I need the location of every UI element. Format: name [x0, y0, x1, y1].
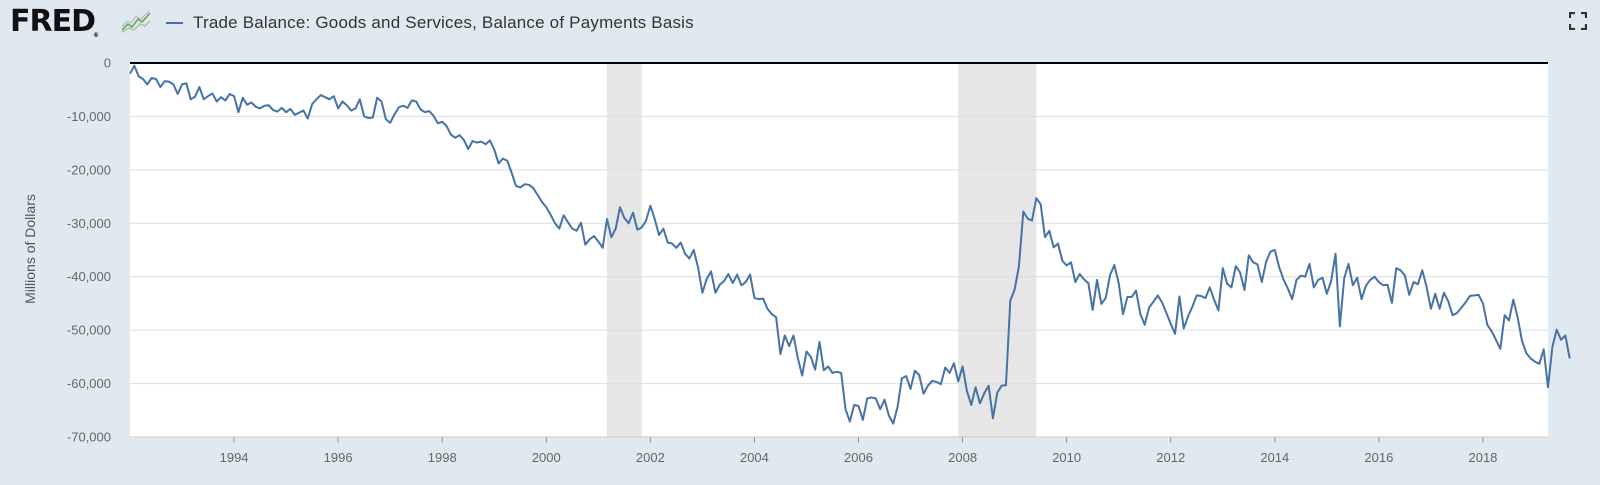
- series-line-1: [129, 64, 1571, 425]
- recession-shading-2: [958, 63, 1037, 437]
- x-tick-label: 2016: [1364, 450, 1393, 465]
- legend-line-swatch: [166, 22, 183, 24]
- chart-legend[interactable]: Trade Balance: Goods and Services, Balan…: [166, 12, 694, 34]
- x-tick-label: 2012: [1156, 450, 1185, 465]
- fred-logo[interactable]: FRED®: [10, 4, 99, 39]
- x-tick-label: 2004: [740, 450, 769, 465]
- chart-header: FRED® Trade Balance: Goods and Services,…: [0, 0, 1600, 46]
- x-tick-label: 2000: [532, 450, 561, 465]
- y-tick-label: -60,000: [67, 376, 111, 391]
- fred-logo-registered-mark: ®: [93, 32, 99, 39]
- fullscreen-icon[interactable]: [1569, 12, 1587, 30]
- y-tick-label: -50,000: [67, 323, 111, 338]
- recession-shading-1: [607, 63, 642, 437]
- x-tick-label: 2002: [636, 450, 665, 465]
- x-tick-label: 2008: [948, 450, 977, 465]
- x-tick-label: 2010: [1052, 450, 1081, 465]
- fred-chart-icon: [121, 8, 151, 34]
- fred-logo-text: FRED: [10, 4, 96, 39]
- x-tick-label: 2006: [844, 450, 873, 465]
- y-tick-label: -70,000: [67, 430, 111, 445]
- y-tick-label: 0: [104, 56, 111, 71]
- legend-series-label: Trade Balance: Goods and Services, Balan…: [193, 13, 694, 32]
- y-tick-label: -10,000: [67, 109, 111, 124]
- x-tick-label: 1998: [428, 450, 457, 465]
- plot-area: [130, 63, 1548, 437]
- x-tick-label: 1996: [324, 450, 353, 465]
- y-tick-label: -30,000: [67, 216, 111, 231]
- x-tick-label: 2018: [1468, 450, 1497, 465]
- x-tick-label: 2014: [1260, 450, 1289, 465]
- x-tick-label: 1994: [220, 450, 249, 465]
- y-axis-title: Millions of Dollars: [22, 194, 38, 304]
- y-tick-label: -40,000: [67, 269, 111, 284]
- y-tick-label: -20,000: [67, 162, 111, 177]
